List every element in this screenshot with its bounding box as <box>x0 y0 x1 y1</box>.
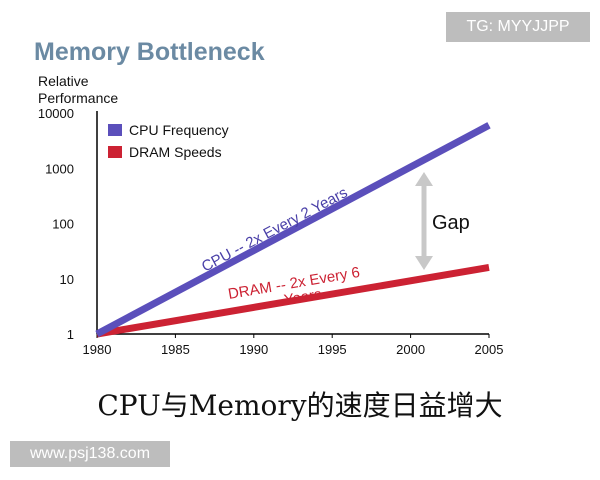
annotation-gap: Gap <box>432 212 470 234</box>
annotation-cpu: CPU -- 2x Every 2 Years <box>199 184 350 275</box>
watermark-bottom: www.psj138.com <box>10 441 170 467</box>
gap-arrow-head-bottom <box>415 256 433 270</box>
chart-title: Memory Bottleneck <box>34 38 265 66</box>
ticks: 1 10 100 1000 10000 1980 1985 1990 1995 2000 2005 <box>38 106 504 357</box>
legend-label-dram: DRAM Speeds <box>129 144 222 160</box>
legend-swatch-cpu <box>108 124 122 136</box>
caption: CPU与Memory的速度日益增大 <box>97 389 503 422</box>
legend-swatch-dram <box>108 146 122 158</box>
x-tick-label: 1985 <box>161 342 190 357</box>
series-line-dram <box>96 264 490 338</box>
series-lines <box>95 122 491 338</box>
y-tick-label: 1000 <box>45 161 74 176</box>
x-tick-label: 1990 <box>239 342 268 357</box>
x-tick-label: 1995 <box>318 342 347 357</box>
y-tick-label: 10 <box>60 272 74 287</box>
legend: CPU Frequency DRAM Speeds <box>108 122 229 160</box>
legend-label-cpu: CPU Frequency <box>129 122 229 138</box>
annotation-dram-line2: Years <box>283 286 323 309</box>
y-tick-label: 1 <box>67 327 74 342</box>
y-tick-label: 10000 <box>38 106 74 121</box>
y-tick-label: 100 <box>52 217 74 232</box>
y-axis-label: Relative Performance <box>38 73 118 107</box>
x-tick-label: 2005 <box>475 342 504 357</box>
y-axis-label-line2: Performance <box>38 90 119 106</box>
axes <box>96 111 489 335</box>
watermark-top: TG: MYYJJPP <box>446 12 590 42</box>
series-line-cpu <box>95 122 491 338</box>
y-axis-label-line1: Relative <box>38 73 89 89</box>
x-tick-label: 2000 <box>396 342 425 357</box>
gap-arrow-head-top <box>415 172 433 186</box>
x-tick-label: 1980 <box>83 342 112 357</box>
